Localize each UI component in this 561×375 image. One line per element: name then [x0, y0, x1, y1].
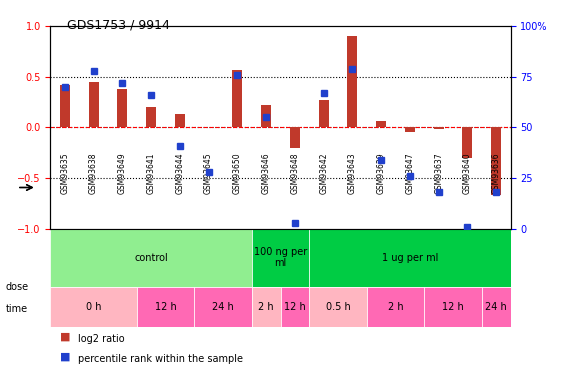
Bar [117, 89, 127, 128]
Text: 12 h: 12 h [155, 302, 176, 312]
Text: GSM93640: GSM93640 [463, 152, 472, 194]
Text: 24 h: 24 h [212, 302, 234, 312]
Bar [89, 82, 99, 128]
Text: 2 h: 2 h [388, 302, 403, 312]
FancyBboxPatch shape [252, 229, 309, 286]
FancyBboxPatch shape [309, 286, 367, 327]
Text: GSM93641: GSM93641 [146, 153, 155, 194]
Text: ■: ■ [59, 351, 70, 361]
Text: GSM93649: GSM93649 [118, 152, 127, 194]
Text: 2 h: 2 h [258, 302, 274, 312]
Bar [175, 114, 185, 128]
Text: GSM93642: GSM93642 [319, 153, 328, 194]
Text: GSM93635: GSM93635 [61, 152, 70, 194]
FancyBboxPatch shape [280, 286, 309, 327]
Text: GSM93636: GSM93636 [491, 152, 500, 194]
FancyBboxPatch shape [194, 286, 252, 327]
Text: GSM93647: GSM93647 [406, 152, 415, 194]
Bar [405, 128, 415, 132]
FancyBboxPatch shape [309, 229, 511, 286]
Text: log2 ratio: log2 ratio [78, 334, 125, 344]
Text: GSM93646: GSM93646 [261, 152, 270, 194]
Text: time: time [6, 304, 27, 314]
Text: 24 h: 24 h [485, 302, 507, 312]
Bar [319, 100, 329, 128]
Text: dose: dose [6, 282, 29, 292]
Text: 100 ng per
ml: 100 ng per ml [254, 247, 307, 268]
Bar [146, 107, 156, 128]
Bar [290, 128, 300, 148]
FancyBboxPatch shape [482, 286, 511, 327]
Bar [232, 70, 242, 128]
Bar [462, 128, 472, 158]
Bar [60, 85, 70, 128]
Text: 0 h: 0 h [86, 302, 102, 312]
Text: GSM93643: GSM93643 [348, 152, 357, 194]
FancyBboxPatch shape [50, 229, 252, 286]
Text: GSM93648: GSM93648 [291, 153, 300, 194]
Text: control: control [134, 253, 168, 262]
Text: GSM93637: GSM93637 [434, 152, 443, 194]
Text: GSM93650: GSM93650 [233, 152, 242, 194]
Bar [261, 105, 271, 128]
Bar [376, 122, 386, 128]
Bar [347, 36, 357, 128]
FancyBboxPatch shape [50, 286, 137, 327]
Text: 12 h: 12 h [442, 302, 464, 312]
FancyBboxPatch shape [424, 286, 482, 327]
Text: GSM93639: GSM93639 [376, 152, 385, 194]
Text: 1 ug per ml: 1 ug per ml [381, 253, 438, 262]
FancyBboxPatch shape [367, 286, 424, 327]
Bar [491, 128, 501, 195]
Text: percentile rank within the sample: percentile rank within the sample [78, 354, 243, 364]
Text: GSM93645: GSM93645 [204, 152, 213, 194]
FancyBboxPatch shape [137, 286, 194, 327]
Text: GSM93638: GSM93638 [89, 153, 98, 194]
Text: GSM93644: GSM93644 [176, 152, 185, 194]
FancyBboxPatch shape [252, 286, 280, 327]
Text: 0.5 h: 0.5 h [325, 302, 351, 312]
Text: GDS1753 / 9914: GDS1753 / 9914 [67, 19, 170, 32]
Text: ■: ■ [59, 331, 70, 341]
Text: 12 h: 12 h [284, 302, 306, 312]
Bar [434, 128, 444, 129]
